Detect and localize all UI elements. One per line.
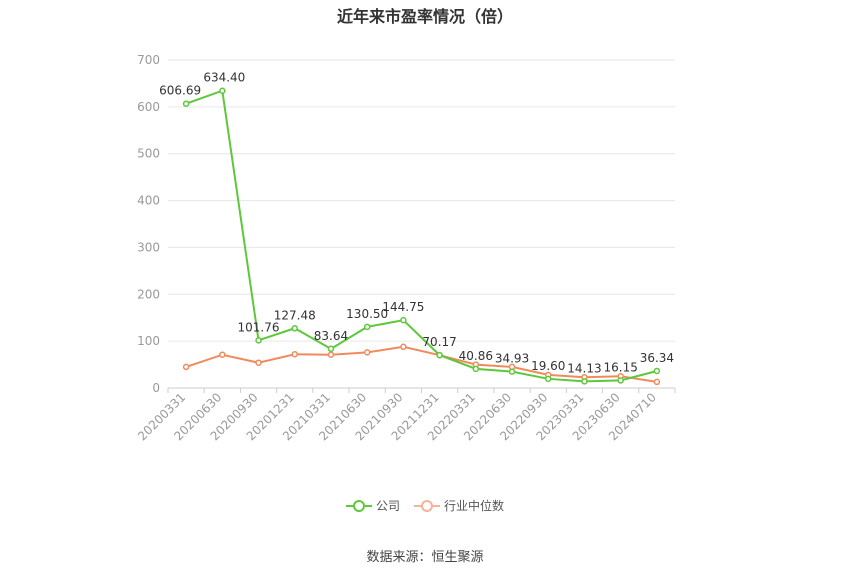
industry-point bbox=[219, 351, 226, 358]
industry-point bbox=[255, 359, 262, 366]
y-tick-label: 500 bbox=[137, 147, 160, 161]
axes: 0100200300400500600700202003312020063020… bbox=[135, 53, 676, 443]
y-tick-label: 0 bbox=[152, 381, 160, 395]
legend: 公司 行业中位数 bbox=[0, 497, 850, 514]
y-tick-label: 400 bbox=[137, 194, 160, 208]
legend-item-company[interactable]: 公司 bbox=[345, 497, 400, 514]
company-data-label: 83.64 bbox=[314, 329, 348, 343]
company-data-label: 70.17 bbox=[422, 335, 456, 349]
company-data-label: 130.50 bbox=[346, 307, 388, 321]
company-point bbox=[363, 323, 371, 331]
legend-industry-label: 行业中位数 bbox=[444, 499, 505, 513]
company-point bbox=[653, 367, 661, 375]
company-point bbox=[255, 337, 262, 344]
legend-item-industry[interactable]: 行业中位数 bbox=[414, 497, 504, 514]
company-point bbox=[436, 351, 443, 359]
company-line bbox=[185, 89, 658, 383]
legend-industry-icon bbox=[414, 499, 440, 512]
company-point bbox=[400, 316, 407, 324]
y-tick-label: 700 bbox=[137, 53, 160, 67]
y-tick-label: 100 bbox=[137, 334, 160, 348]
company-point bbox=[508, 368, 516, 375]
industry-point bbox=[400, 343, 407, 351]
y-tick-label: 300 bbox=[137, 240, 160, 254]
legend-company-icon bbox=[345, 499, 372, 512]
company-data-label: 34.93 bbox=[495, 352, 529, 366]
company-data-label: 127.48 bbox=[274, 308, 316, 322]
company-data-label: 19.60 bbox=[531, 359, 565, 373]
company-data-label: 40.86 bbox=[459, 349, 493, 363]
company-point bbox=[182, 100, 190, 107]
legend-company-label: 公司 bbox=[375, 499, 400, 513]
company-data-label: 14.13 bbox=[567, 361, 601, 375]
industry-point bbox=[291, 351, 298, 358]
company-point bbox=[617, 377, 624, 384]
company-data-label: 16.15 bbox=[603, 360, 637, 374]
company-data-label: 144.75 bbox=[382, 300, 424, 314]
grid-lines bbox=[168, 59, 675, 342]
company-data-label: 101.76 bbox=[238, 320, 280, 334]
company-point bbox=[545, 375, 552, 383]
company-data-label: 634.40 bbox=[203, 71, 245, 85]
y-tick-label: 600 bbox=[137, 100, 160, 114]
company-point bbox=[219, 87, 226, 94]
company-point bbox=[291, 325, 298, 332]
company-point bbox=[472, 365, 480, 373]
company-data-label: 606.69 bbox=[159, 84, 201, 98]
company-point bbox=[327, 345, 335, 353]
industry-point bbox=[363, 349, 371, 356]
company-point bbox=[581, 378, 588, 385]
source-note: 数据来源：恒生聚源 bbox=[366, 550, 484, 565]
industry-point bbox=[653, 378, 661, 386]
industry-line bbox=[185, 345, 658, 383]
industry-point bbox=[327, 351, 335, 358]
chart-title: 近年来市盈率情况（倍） bbox=[336, 7, 513, 26]
series-lines bbox=[182, 87, 661, 386]
industry-point bbox=[182, 363, 190, 371]
y-tick-label: 200 bbox=[137, 287, 160, 301]
company-data-label: 36.34 bbox=[640, 351, 674, 365]
